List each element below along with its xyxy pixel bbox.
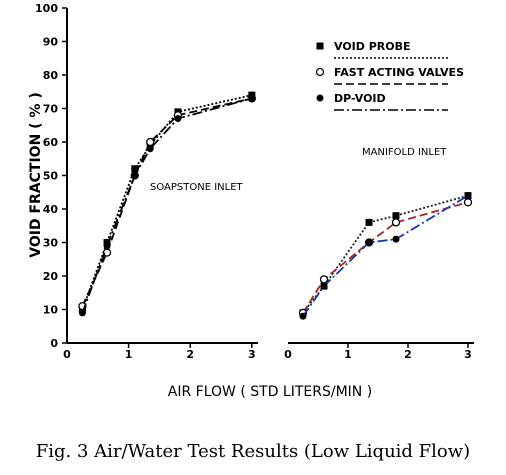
x-tick-label: 2	[186, 348, 194, 361]
data-point	[316, 42, 324, 50]
legend-label: DP-VOID	[334, 92, 386, 105]
x-axis-label: AIR FLOW ( STD LITERS/MIN )	[168, 384, 372, 400]
data-point	[464, 192, 472, 200]
series-line	[81, 97, 253, 307]
data-point	[391, 218, 401, 227]
data-point	[315, 67, 325, 77]
series-line	[302, 194, 469, 314]
data-point	[174, 115, 182, 123]
data-point	[103, 242, 111, 250]
panel-label: SOAPSTONE INLET	[150, 182, 244, 193]
data-point	[463, 198, 473, 207]
data-point	[320, 282, 328, 290]
chart-series	[78, 91, 473, 320]
data-point	[146, 145, 154, 153]
series-line	[81, 97, 253, 314]
data-point	[78, 309, 86, 317]
y-tick-label: 70	[43, 103, 59, 116]
y-tick-label: 20	[43, 270, 59, 283]
data-point	[316, 94, 324, 102]
series-line	[302, 194, 469, 317]
x-tick-label: 1	[125, 348, 133, 361]
x-tick-label: 1	[344, 348, 352, 361]
x-tick-label: 3	[464, 348, 472, 361]
y-tick-label: 90	[43, 36, 59, 49]
data-point	[392, 235, 400, 243]
data-point	[319, 275, 329, 284]
data-point	[146, 137, 155, 147]
y-tick-label: 10	[43, 304, 59, 317]
chart-legend: VOID PROBE FAST ACTING VALVES DP-VOID	[315, 40, 464, 111]
data-point	[299, 312, 307, 320]
x-tick-label: 3	[248, 348, 256, 361]
legend-label: FAST ACTING VALVES	[334, 66, 464, 79]
y-axis-label: VOID FRACTION ( % )	[28, 92, 44, 257]
y-tick-label: 60	[43, 136, 59, 149]
data-point	[131, 165, 139, 173]
figure-caption: Fig. 3 Air/Water Test Results (Low Liqui…	[35, 441, 471, 462]
y-tick-label: 30	[43, 237, 59, 250]
data-point	[131, 172, 139, 179]
legend-label: VOID PROBE	[334, 40, 411, 53]
data-point	[365, 239, 373, 246]
series-line	[81, 94, 253, 310]
x-tick-label: 2	[404, 348, 412, 361]
data-point	[392, 212, 400, 220]
y-tick-label: 0	[50, 337, 58, 350]
data-point	[248, 94, 256, 102]
y-tick-label: 50	[43, 170, 59, 183]
y-tick-label: 40	[43, 203, 59, 216]
panel-label: MANIFOLD INLET	[362, 147, 447, 158]
x-tick-label: 0	[284, 348, 292, 361]
panel-labels: SOAPSTONE INLET MANIFOLD INLET	[150, 147, 447, 193]
data-point	[365, 218, 373, 226]
y-tick-label: 80	[43, 69, 59, 82]
x-tick-label: 0	[63, 348, 71, 361]
y-tick-label: 100	[35, 2, 58, 15]
